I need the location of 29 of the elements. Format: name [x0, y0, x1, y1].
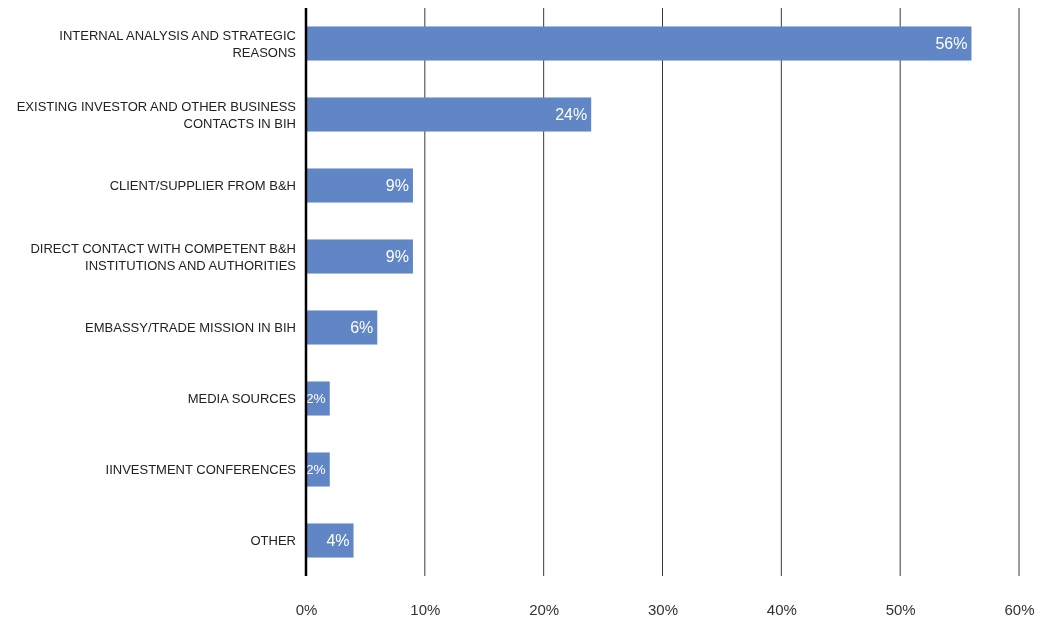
- data-label: 24%: [555, 106, 588, 124]
- data-label: 56%: [935, 35, 968, 53]
- x-tick-label: 50%: [885, 600, 916, 618]
- y-tick-label: MEDIA SOURCES: [187, 391, 297, 407]
- data-label: 9%: [385, 177, 409, 195]
- data-label: 2%: [306, 462, 326, 478]
- y-tick-label: OTHER: [250, 533, 296, 549]
- bar: [306, 168, 413, 203]
- y-tick-label: EXISTING INVESTOR AND OTHER BUSINESS CONTACTS IN BIH: [16, 98, 297, 131]
- bar: [306, 26, 972, 61]
- x-tick-label: 0%: [295, 600, 318, 618]
- x-tick-label: 60%: [1004, 600, 1035, 618]
- data-label: 6%: [350, 319, 374, 337]
- x-tick-label: 40%: [766, 600, 797, 618]
- data-label: 9%: [385, 248, 409, 266]
- y-tick-label: IINVESTMENT CONFERENCES: [105, 462, 297, 478]
- x-tick-label: 30%: [647, 600, 679, 618]
- x-tick-label: 20%: [529, 600, 560, 618]
- bar: [306, 523, 354, 558]
- bar: [306, 239, 413, 274]
- y-tick-label: CLIENT/SUPPLIER FROM B&H: [109, 178, 296, 194]
- y-tick-label: DIRECT CONTACT WITH COMPETENT B&H INSTITUTIONS AND AUTHORITIES: [30, 240, 297, 273]
- bar: [306, 97, 592, 132]
- y-tick-label: EMBASSY/TRADE MISSION IN BIH: [85, 320, 296, 336]
- data-label: 2%: [306, 391, 326, 407]
- y-tick-label: INTERNAL ANALYSIS AND STRATEGIC REASONS: [59, 27, 297, 60]
- bar: [306, 310, 378, 345]
- x-tick-label: 10%: [410, 600, 441, 618]
- data-label: 4%: [326, 532, 350, 550]
